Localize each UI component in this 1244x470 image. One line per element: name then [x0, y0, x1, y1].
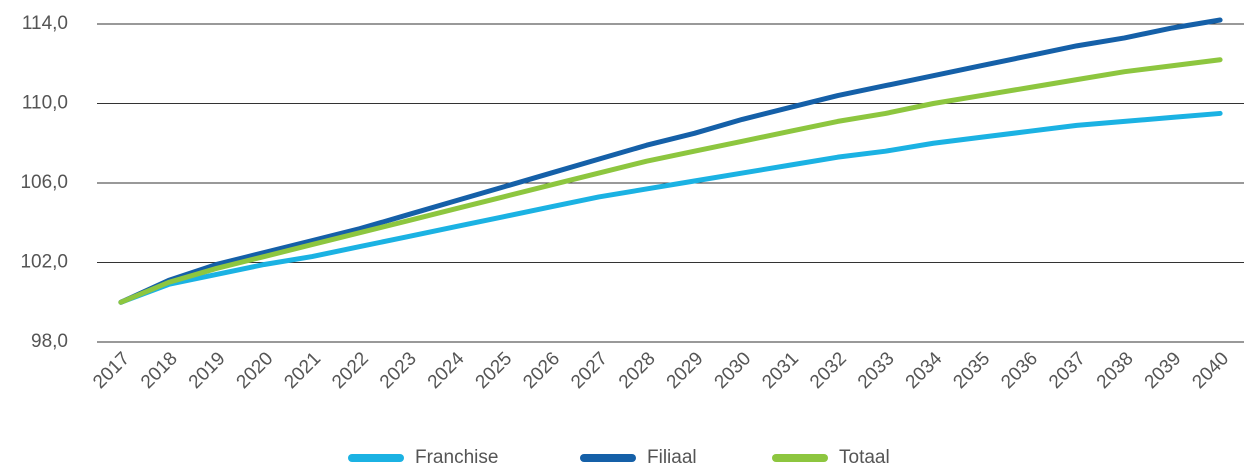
- x-tick-label: 2024: [424, 348, 469, 393]
- y-tick-label: 102,0: [20, 252, 68, 273]
- y-tick-label: 98,0: [31, 331, 68, 352]
- x-tick-label: 2028: [615, 348, 660, 393]
- line: [118, 57, 1223, 305]
- x-tick-label: 2038: [1093, 348, 1138, 393]
- y-tick-label: 110,0: [22, 93, 68, 114]
- x-tick-label: 2040: [1188, 348, 1233, 393]
- x-tick-label: 2034: [902, 348, 947, 393]
- legend-label: Franchise: [415, 447, 498, 468]
- y-tick-label: 114,0: [22, 13, 68, 34]
- x-tick-label: 2033: [854, 348, 899, 393]
- x-tick-label: 2023: [376, 348, 421, 393]
- x-tick-label: 2029: [663, 348, 708, 393]
- x-tick-label: 2030: [711, 348, 756, 393]
- x-tick-label: 2036: [997, 348, 1042, 393]
- x-tick-label: 2039: [1141, 348, 1186, 393]
- x-tick-label: 2022: [328, 348, 373, 393]
- x-tick-label: 2031: [758, 348, 803, 393]
- x-tick-label: 2017: [89, 348, 134, 393]
- x-tick-label: 2019: [185, 348, 230, 393]
- x-tick-label: 2025: [472, 348, 517, 393]
- x-tick-label: 2032: [806, 348, 851, 393]
- x-tick-label: 2027: [567, 348, 612, 393]
- x-tick-label: 2018: [137, 348, 182, 393]
- x-tick-label: 2026: [519, 348, 564, 393]
- x-tick-label: 2037: [1045, 348, 1090, 393]
- x-tick-label: 2020: [233, 348, 278, 393]
- x-tick-label: 2035: [949, 348, 994, 393]
- x-tick-label: 2021: [280, 348, 325, 393]
- legend-label: Filiaal: [647, 447, 697, 468]
- line: [118, 110, 1223, 305]
- y-tick-label: 106,0: [20, 172, 68, 193]
- line: [118, 17, 1223, 305]
- legend-label: Totaal: [839, 447, 890, 468]
